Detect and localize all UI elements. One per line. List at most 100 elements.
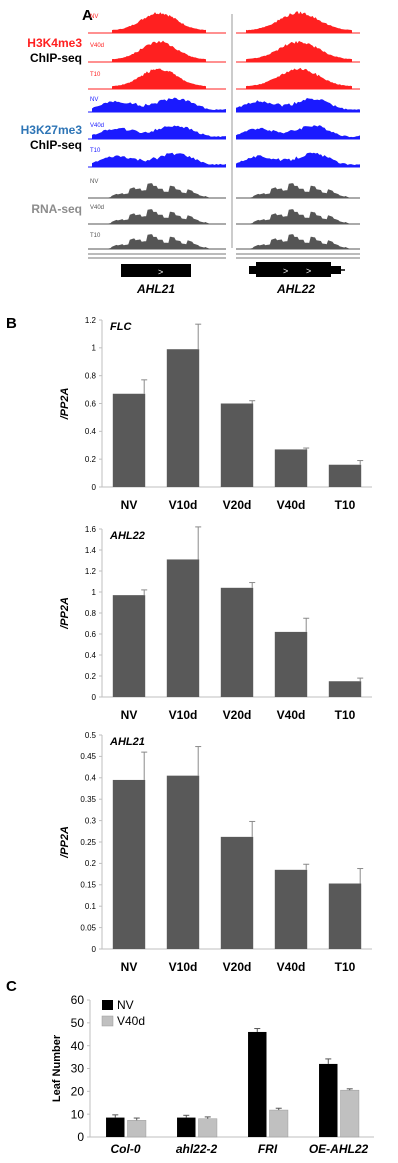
rna-v40d-ahl22-profile [248,209,350,224]
h3k4me3-t10-ahl22-profile [246,67,352,89]
x-tick-label: V20d [223,708,252,722]
chart-ahl22: 0 0.2 0.4 0.6 0.8 1 1.2 1.4 1.6 NV V10d V20d V40d T10… [59,525,372,722]
y-tick-label: 0.45 [80,752,96,761]
rna-sample-v40d: V40d [90,205,104,211]
h3k4me3-sample-nv: NV [90,14,98,20]
x-tick-label: Col-0 [111,1142,141,1156]
x-tick-label: NV [121,708,138,722]
y-tick-label: 1.2 [85,567,97,576]
bar-nv-col-0 [106,1117,125,1137]
y-tick-label: 0 [92,693,97,702]
x-tick-label: V20d [223,960,252,974]
h3k4me3-title: H3K4me3 [27,36,82,50]
bar-v20d [220,587,254,697]
gene-label-ahl21: AHL21 [136,282,175,296]
h3k4me3-v40d-ahl21-profile [112,40,206,62]
bar-nv-ahl22-2 [177,1117,196,1137]
h3k27me3-v40d-ahl22-profile [236,125,360,139]
h3k4me3-v40d-ahl22-profile [246,40,352,62]
y-tick-label: 0.8 [85,371,97,380]
legend-label-nv: NV [117,998,134,1012]
x-tick-label: FRI [258,1142,278,1156]
x-tick-label: V10d [169,960,198,974]
bar-v10d [166,559,200,697]
h3k4me3-t10-ahl21-profile [112,68,206,89]
bar-v20d [220,836,254,949]
bar-v40d [274,449,308,487]
h3k4me3-nv-ahl21-profile [112,12,206,33]
h3k4me3-assay: ChIP-seq [30,51,82,65]
gene-label: AHL21 [109,736,145,748]
ahl22-utr [249,266,257,274]
bar-v40d [274,631,308,697]
y-tick-label: 0.5 [85,731,97,740]
y-axis-label: /PP2A [59,597,71,630]
h3k4me3-sample-v40d: V40d [90,43,104,49]
h3k27me3-sample-t10: T10 [90,148,101,154]
bar-v10d [166,775,200,949]
y-tick-label: 0.8 [85,609,97,618]
y-axis-label: Leaf Number [51,1034,63,1102]
y-tick-label: 0.15 [80,881,96,890]
y-tick-label: 0.4 [85,774,97,783]
y-tick-label: 50 [71,1016,85,1030]
y-tick-label: 60 [71,993,85,1007]
x-tick-label: V10d [169,708,198,722]
bar-t10 [328,883,362,949]
x-tick-label: V40d [277,960,306,974]
y-tick-label: 1 [92,344,97,353]
y-tick-label: 0.05 [80,923,96,932]
bar-nv [112,595,146,697]
y-tick-label: 20 [71,1085,85,1099]
y-axis-label: /PP2A [59,826,71,859]
y-tick-label: 0 [92,483,97,492]
y-tick-label: 0.2 [85,859,97,868]
y-tick-label: 1 [92,588,97,597]
rna-sample-nv: NV [90,179,98,185]
bar-v40d [274,869,308,949]
bar-v40d-ahl22-2 [198,1118,218,1138]
gene-label: AHL22 [109,530,145,542]
bar-v10d [166,349,200,487]
bar-v40d-oe-ahl22 [340,1089,360,1138]
panel-b-letter: B [6,315,17,332]
x-tick-label: NV [121,498,138,512]
h3k27me3-t10-ahl22-profile [236,152,360,167]
gene-label: FLC [110,321,132,333]
chart-leaf-number: 0 10 20 30 40 50 60 Col-0 ahl22-2 FRI OE-AHL22 NV V4… [51,993,374,1156]
y-tick-label: 1.6 [85,525,97,534]
h3k27me3-title: H3K27me3 [21,123,83,137]
rna-t10-ahl21-profile [106,234,210,249]
h3k4me3-sample-t10: T10 [90,72,101,78]
h3k27me3-sample-nv: NV [90,97,98,103]
rna-t10-ahl22-profile [248,234,350,249]
y-tick-label: 10 [71,1107,85,1121]
h3k27me3-assay: ChIP-seq [30,138,82,152]
y-axis-label: /PP2A [59,388,71,421]
y-tick-label: 0.6 [85,399,97,408]
gene-label-ahl22: AHL22 [276,282,315,296]
bar-nv-fri [248,1031,267,1137]
x-tick-label: NV [121,960,138,974]
bar-v40d-col-0 [127,1120,147,1138]
gene-annotation: > > > [88,253,360,277]
legend-swatch-v40d [101,1015,114,1027]
strand-arrow-icon: > [158,267,163,277]
x-tick-label: V10d [169,498,198,512]
h3k27me3-nv-ahl21-profile [92,97,226,112]
h3k27me3-nv-ahl22-profile [236,98,360,112]
y-tick-label: 40 [71,1039,85,1053]
panel-a-letter: A [82,7,93,24]
bar-v20d [220,403,254,487]
rna-nv-ahl22-profile [248,183,350,198]
rna-v40d-ahl21-profile [106,209,210,224]
bar-t10 [328,681,362,697]
x-tick-label: ahl22-2 [176,1142,218,1156]
h3k27me3-sample-v40d: V40d [90,123,104,129]
legend-swatch-nv [102,1000,113,1010]
legend-label-v40d: V40d [117,1014,145,1028]
y-tick-label: 0 [92,945,97,954]
rna-nv-ahl21-profile [106,183,210,198]
x-tick-label: V40d [277,708,306,722]
ahl22-gene-model [256,262,331,277]
